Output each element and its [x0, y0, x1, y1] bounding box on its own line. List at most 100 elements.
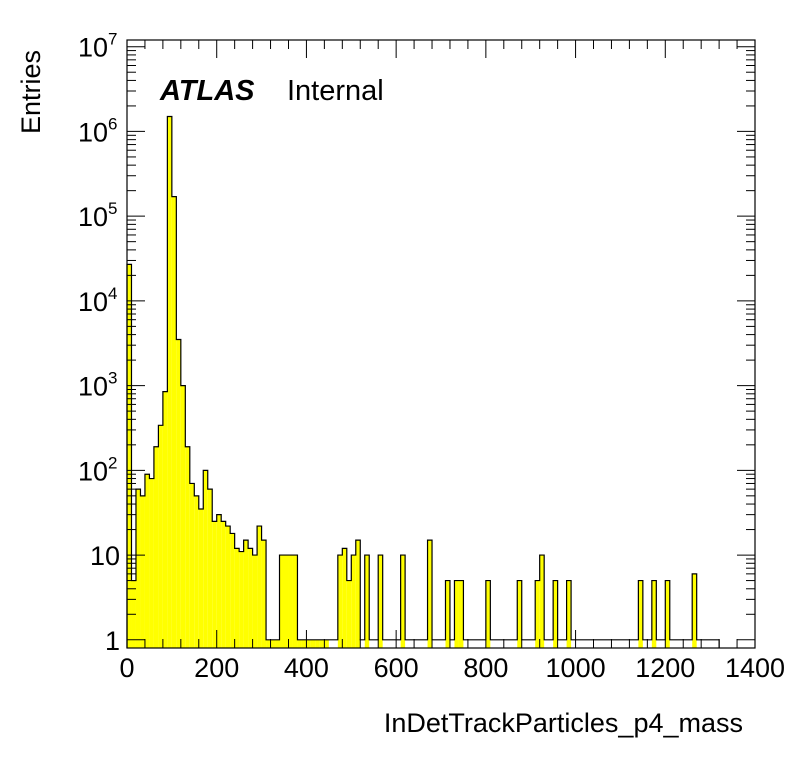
histogram-bar: [499, 640, 503, 648]
atlas-label: ATLAS: [159, 75, 255, 107]
histogram-bar: [481, 640, 485, 648]
histogram-bar: [679, 640, 683, 648]
histogram-bar: [360, 640, 364, 648]
histogram-bar: [625, 640, 629, 648]
histogram-bar: [715, 640, 719, 648]
histogram-bar: [176, 339, 181, 648]
histogram-bar: [549, 640, 553, 648]
histogram-bar: [319, 639, 325, 648]
x-tick-label: 1400: [725, 653, 785, 683]
histogram-bar: [297, 639, 302, 648]
histogram-bar: [616, 640, 620, 648]
histogram-bar: [248, 548, 253, 648]
histogram-bar: [517, 580, 522, 648]
histogram-bar: [576, 640, 580, 648]
y-tick-label: 107: [78, 30, 118, 63]
x-tick-labels: 0 200 400 600 800 1000 1200 1400: [119, 653, 785, 683]
histogram-bar: [566, 580, 572, 648]
histogram-bar: [203, 470, 208, 648]
histogram-bar: [419, 640, 423, 648]
histogram-bar: [221, 521, 226, 648]
y-tick-label: 10: [90, 541, 120, 571]
histogram-bar: [454, 580, 459, 648]
x-tick-label: 800: [463, 653, 508, 683]
y-tick-label: 104: [78, 284, 118, 317]
histogram-bar: [445, 580, 450, 648]
histogram-bar: [346, 580, 352, 648]
histogram-bar: [279, 555, 284, 648]
histogram-bar: [463, 640, 467, 648]
histogram-bar: [167, 116, 172, 648]
histogram-bar: [638, 580, 643, 648]
histogram-bar: [558, 640, 562, 648]
histogram-bar: [284, 555, 289, 648]
histogram-bar: [504, 640, 508, 648]
internal-label: Internal: [287, 75, 384, 107]
histogram-bar: [414, 640, 418, 648]
histogram-bar: [580, 640, 584, 648]
histogram-bar: [185, 446, 190, 648]
y-axis-label: Entries: [16, 50, 46, 134]
histogram-bar: [629, 640, 633, 648]
y-tick-label: 102: [78, 453, 118, 486]
histogram-bar: [364, 555, 370, 648]
histogram-bar: [688, 640, 692, 648]
histogram-bar: [234, 548, 240, 648]
x-tick-label: 1200: [635, 653, 695, 683]
histogram-bar: [135, 489, 141, 648]
histogram-bar: [225, 526, 231, 648]
histogram-bar: [526, 640, 530, 648]
histogram-bar: [531, 640, 535, 648]
histogram-bar: [301, 639, 307, 648]
y-tick-label: 106: [78, 114, 118, 147]
histogram-bar: [634, 640, 638, 648]
histogram-bar: [508, 640, 512, 648]
histogram-bar: [194, 495, 199, 648]
histogram-bar: [589, 640, 593, 648]
histogram-bar: [261, 540, 267, 648]
histogram-bar: [495, 640, 499, 648]
histogram-bar: [643, 640, 647, 648]
histogram-bar: [324, 639, 329, 648]
histogram-bar: [239, 551, 244, 648]
histogram-bar: [378, 555, 383, 648]
histogram-bar: [400, 555, 406, 648]
histogram-bar: [571, 640, 575, 648]
x-tick-label: 0: [119, 653, 134, 683]
histogram-bar: [140, 495, 145, 648]
histogram-bar: [441, 640, 445, 648]
histogram-bar: [243, 540, 249, 648]
histogram-outline: [126, 115, 720, 648]
x-tick-label: 400: [284, 653, 329, 683]
histogram-bar: [216, 514, 222, 648]
y-tick-label: 105: [78, 199, 118, 232]
histogram-bar: [383, 640, 387, 648]
x-axis-label: InDetTrackParticles_p4_mass: [384, 708, 743, 738]
histogram-bar: [410, 640, 414, 648]
histogram-bar: [351, 555, 356, 648]
histogram-bar: [594, 640, 598, 648]
histogram-bar: [450, 640, 454, 648]
histogram-bar: [392, 640, 396, 648]
histogram-bar: [369, 640, 373, 648]
histogram-bar: [647, 640, 651, 648]
histogram-bar: [333, 640, 337, 648]
histogram-bar: [374, 640, 378, 648]
histogram-bar: [149, 478, 154, 648]
histogram-bar: [423, 640, 427, 648]
x-tick-label: 1000: [546, 653, 606, 683]
histogram-bar: [144, 474, 150, 648]
histogram-bars: [127, 116, 719, 648]
histogram-bar: [315, 639, 320, 648]
plot-frame: [126, 39, 756, 649]
histogram-bar: [427, 540, 433, 648]
histogram-bar: [329, 640, 333, 648]
histogram-bar: [710, 640, 714, 648]
histogram-bar: [212, 521, 217, 648]
histogram-bar: [207, 489, 213, 648]
histogram-bar: [180, 385, 186, 648]
histogram-bar: [158, 425, 163, 648]
y-tick-label: 1: [105, 626, 120, 656]
histogram-bar: [387, 640, 391, 648]
